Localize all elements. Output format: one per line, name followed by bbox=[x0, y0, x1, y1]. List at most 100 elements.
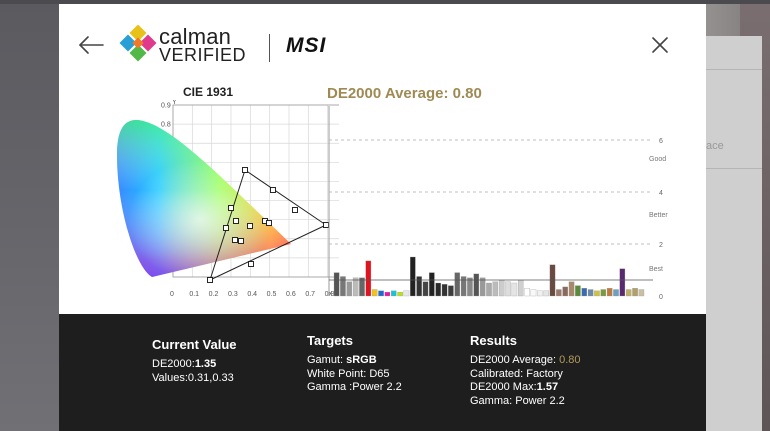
de-bar bbox=[454, 272, 460, 297]
de-bar bbox=[530, 289, 537, 297]
cie-x-ticks: 00.10.20.30.40.50.60.70.80.9 bbox=[170, 291, 335, 298]
de-bar bbox=[397, 291, 403, 297]
result-max-row: DE2000 Max:1.57 bbox=[470, 381, 581, 395]
gamut-triangle bbox=[209, 169, 328, 281]
de-bar bbox=[594, 290, 600, 297]
cie-x-tick-label: 0.6 bbox=[286, 291, 296, 298]
calman-cube-logo bbox=[119, 25, 157, 62]
current-de-value: 1.35 bbox=[194, 358, 217, 370]
de-bar bbox=[479, 277, 486, 297]
background-window-left bbox=[0, 0, 59, 431]
de-bar bbox=[600, 289, 607, 297]
de-bar bbox=[575, 285, 581, 297]
cie-y-tick-label: 0.8 bbox=[161, 122, 171, 129]
de-y-tick-label: 0 bbox=[659, 294, 663, 301]
brand-calman: calman bbox=[159, 24, 232, 49]
current-value-section: Current Value DE2000:1.35 Values:0.31,0.… bbox=[152, 333, 237, 385]
cie-x-tick-label: 0.7 bbox=[305, 291, 315, 298]
targets-heading: Targets bbox=[307, 333, 353, 348]
close-button[interactable] bbox=[649, 34, 671, 56]
de-bar bbox=[549, 264, 556, 297]
de-bar bbox=[333, 272, 340, 297]
de-zone-label: Good bbox=[649, 156, 666, 163]
measurement-point bbox=[207, 277, 213, 283]
de-bar bbox=[346, 281, 353, 297]
target-white-point: White Point: D65 bbox=[307, 367, 390, 380]
calman-verified-dialog: calman VERIFIED MSI CIE 1931 bbox=[59, 4, 706, 431]
de-y-tick-label: 4 bbox=[659, 190, 663, 197]
de-bar bbox=[511, 282, 518, 297]
de-bar bbox=[352, 277, 359, 297]
de-bar bbox=[441, 284, 448, 297]
measurement-point bbox=[232, 237, 238, 243]
de-bar bbox=[467, 277, 473, 297]
current-de-label: DE2000: bbox=[152, 358, 195, 370]
de-bar bbox=[486, 282, 492, 297]
cie-y-axis-label: Y bbox=[172, 100, 177, 106]
de-bar bbox=[632, 288, 638, 297]
measurement-point bbox=[223, 225, 229, 231]
de-bar bbox=[492, 281, 499, 297]
cie-x-tick-label: 0 bbox=[170, 291, 174, 298]
de-bar bbox=[391, 290, 397, 297]
brand-divider bbox=[269, 34, 270, 62]
de-gridlines bbox=[329, 139, 653, 245]
de-y-tick-label: 2 bbox=[659, 242, 663, 249]
measurement-point bbox=[242, 167, 248, 173]
close-icon bbox=[652, 37, 668, 53]
de-bar bbox=[543, 290, 549, 297]
result-max-label: DE2000 Max: bbox=[470, 381, 537, 393]
msi-logo: MSI bbox=[286, 34, 327, 57]
de2000-bar-chart: 6 4 2 0 Good Better Best bbox=[328, 106, 668, 301]
measurement-point bbox=[270, 187, 276, 193]
back-button[interactable] bbox=[77, 34, 105, 56]
de-bars bbox=[333, 256, 645, 297]
de-bar bbox=[619, 268, 626, 297]
result-average-row: DE2000 Average: 0.80 bbox=[470, 354, 581, 368]
de-y-tick-label: 6 bbox=[659, 138, 663, 145]
brand-verified: VERIFIED bbox=[159, 45, 247, 65]
measurement-points bbox=[207, 167, 329, 283]
result-average-label: DE2000 Average: bbox=[470, 354, 560, 366]
results-section: Results DE2000 Average: 0.80 Calibrated:… bbox=[470, 333, 581, 408]
cie-x-axis-label: X bbox=[328, 291, 333, 298]
de-bar bbox=[473, 273, 480, 297]
de-bar bbox=[435, 282, 441, 297]
de-bar bbox=[340, 276, 346, 297]
de-bar bbox=[537, 290, 543, 297]
measurement-point bbox=[247, 223, 253, 229]
arrow-left-icon bbox=[79, 36, 104, 54]
de-bar bbox=[429, 272, 435, 297]
de-bar bbox=[613, 289, 619, 297]
result-gamma: Gamma: Power 2.2 bbox=[470, 394, 565, 407]
background-partial-text: ace bbox=[706, 140, 724, 152]
de-bar bbox=[587, 289, 594, 297]
cie-x-tick-label: 0.5 bbox=[267, 291, 277, 298]
de-bar bbox=[359, 277, 365, 297]
measurement-point bbox=[228, 205, 234, 211]
de-bar bbox=[568, 281, 575, 297]
cie-y-tick-label: 0.9 bbox=[161, 103, 171, 110]
measurement-point bbox=[292, 207, 298, 213]
targets-section: Targets Gamut: sRGB White Point: D65 Gam… bbox=[307, 333, 402, 395]
de-bar bbox=[371, 289, 378, 297]
de-bar bbox=[460, 276, 467, 297]
de-bar bbox=[410, 256, 416, 297]
current-value-heading: Current Value bbox=[152, 337, 237, 352]
current-values: Values:0.31,0.33 bbox=[152, 371, 234, 384]
de-bar bbox=[403, 290, 410, 297]
de-bar bbox=[581, 288, 587, 297]
cie-x-tick-label: 0.3 bbox=[228, 291, 238, 298]
result-average-value: 0.80 bbox=[559, 354, 581, 366]
background-top-strip bbox=[0, 0, 770, 4]
de-bar bbox=[625, 289, 632, 297]
de-bar bbox=[638, 289, 645, 297]
measurement-point bbox=[238, 238, 244, 244]
cie-x-tick-label: 0.2 bbox=[209, 291, 219, 298]
de-bar bbox=[562, 286, 568, 297]
de-bar bbox=[556, 289, 562, 297]
de-bar bbox=[498, 280, 505, 297]
de-bar bbox=[517, 280, 524, 297]
cie-chart-title: CIE 1931 bbox=[183, 85, 234, 99]
de-y-ticks: 6 4 2 0 bbox=[659, 138, 663, 301]
